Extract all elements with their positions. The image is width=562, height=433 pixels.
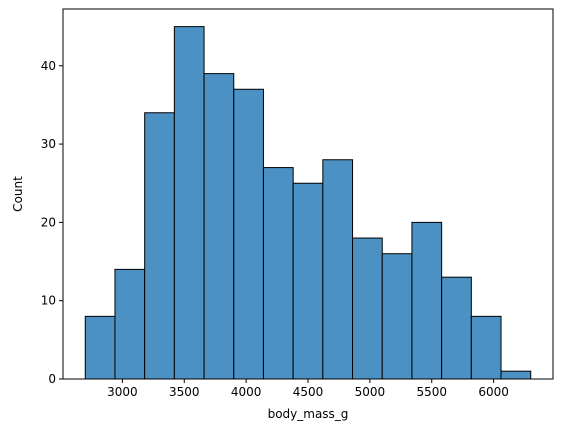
- y-tick-label: 30: [41, 137, 56, 151]
- y-axis-label: Count: [11, 176, 25, 212]
- histogram-bar: [114, 268, 146, 380]
- x-axis-label: body_mass_g: [268, 407, 349, 421]
- histogram-bar: [173, 26, 205, 380]
- histogram-bar: [292, 182, 324, 380]
- histogram-bar: [84, 315, 116, 380]
- x-tick-label: 3000: [107, 385, 138, 399]
- y-axis-ticks: 0 10 20 30 40: [41, 59, 63, 386]
- x-tick-label: 5000: [355, 385, 386, 399]
- histogram-bar: [144, 112, 175, 380]
- x-tick-label: 4500: [293, 385, 324, 399]
- x-tick-label: 6000: [478, 385, 509, 399]
- histogram-bar: [233, 88, 264, 380]
- x-tick-label: 4000: [231, 385, 262, 399]
- histogram-bar: [322, 159, 354, 380]
- histogram-bar: [203, 73, 235, 380]
- histogram-bar: [352, 237, 383, 380]
- histogram-bar: [500, 370, 532, 380]
- histogram-bar: [381, 253, 413, 380]
- y-tick-label: 10: [41, 294, 56, 308]
- histogram-bar: [262, 167, 294, 380]
- y-tick-label: 40: [41, 59, 56, 73]
- x-tick-label: 3500: [169, 385, 200, 399]
- x-tick-label: 5500: [416, 385, 447, 399]
- histogram-bar: [411, 221, 443, 380]
- x-axis-ticks: 3000 3500 4000 4500 5000 5500 6000: [107, 379, 509, 399]
- y-tick-label: 20: [41, 215, 56, 229]
- histogram-bar: [470, 315, 502, 380]
- bars-group: [84, 26, 532, 380]
- histogram-bar: [441, 276, 472, 380]
- y-tick-label: 0: [48, 372, 56, 386]
